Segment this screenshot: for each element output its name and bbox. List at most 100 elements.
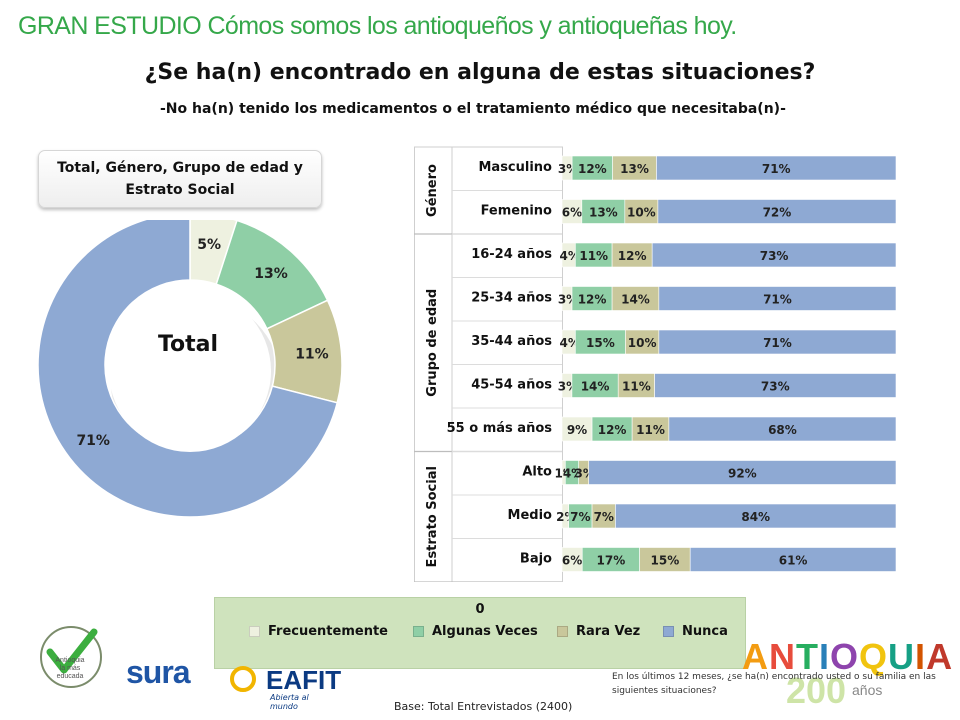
bar-segment-algunas-veces <box>571 286 613 311</box>
bar-value-label: 71% <box>762 162 791 176</box>
logo-text: Antioquia <box>55 657 84 664</box>
row-category-label: Medio <box>508 508 553 523</box>
bar-value-label: 92% <box>728 467 757 481</box>
antioquia-200-number: 200 <box>786 670 847 711</box>
legend-swatch <box>249 626 260 637</box>
group-label: Estrato Social <box>425 466 440 567</box>
row-category-label: Bajo <box>520 551 552 566</box>
bar-value-label: 14% <box>621 293 650 307</box>
bar-value-label: 17% <box>597 554 626 568</box>
bar-value-label: 73% <box>761 380 790 394</box>
eafit-logo: EAFIT Abierta al mundo <box>226 662 342 711</box>
eafit-wordmark: EAFIT <box>266 665 342 695</box>
base-note: Base: Total Entrevistados (2400) <box>394 700 573 713</box>
logo-text: la más <box>60 665 81 672</box>
bar-segment-nunca <box>651 242 897 268</box>
bar-value-label: 12% <box>578 162 607 176</box>
bar-segment-rara-vez <box>625 329 660 355</box>
bar-value-label: 7% <box>594 510 614 524</box>
row-category-label: Femenino <box>481 203 552 218</box>
row-category-label: 25-34 años <box>471 290 552 305</box>
bar-segment-algunas-veces <box>575 329 626 355</box>
bar-segment-nunca <box>668 416 897 442</box>
bar-value-label: 10% <box>627 206 656 220</box>
bar-value-label: 13% <box>620 162 649 176</box>
bar-value-label: 6% <box>562 554 582 568</box>
antioquia-letter: I <box>819 636 831 677</box>
legend-item-frecuentemente: Frecuentemente <box>249 624 388 639</box>
group-label: Género <box>425 164 440 217</box>
segment-box-label: Total, Género, Grupo de edad y Estrato S… <box>57 160 303 198</box>
bar-value-label: 73% <box>760 249 789 263</box>
bar-value-label: 11% <box>622 380 651 394</box>
bar-value-label: 6% <box>562 206 582 220</box>
donut-value-label: 13% <box>254 266 288 282</box>
antioquia-letter: T <box>796 636 819 677</box>
bar-value-label: 4% <box>559 249 579 263</box>
page-subtitle: -No ha(n) tenido los medicamentos o el t… <box>160 101 786 117</box>
donut-value-label: 71% <box>76 433 110 449</box>
eafit-tagline: Abierta al mundo <box>270 693 309 711</box>
bar-value-label: 15% <box>651 554 680 568</box>
antioquia-letter: N <box>769 636 796 677</box>
row-category-label: 45-54 años <box>471 377 552 392</box>
study-banner-title: GRAN ESTUDIO Cómos somos los antioqueños… <box>18 12 737 40</box>
donut-value-label: 5% <box>197 237 221 253</box>
bar-value-label: 72% <box>763 206 792 220</box>
chart-legend: 0 Frecuentemente Algunas Veces Rara Vez … <box>214 597 746 669</box>
segment-box: Total, Género, Grupo de edad y Estrato S… <box>38 150 322 208</box>
antioquia-200-logo: ANTIOQUIA <box>742 636 953 678</box>
total-donut-chart: 5% 13% 11% 71% Total <box>37 220 343 518</box>
bar-value-label: 11% <box>579 249 608 263</box>
bar-value-label: 68% <box>768 423 797 437</box>
row-category-label: Masculino <box>478 160 552 175</box>
bar-value-label: 12% <box>578 293 607 307</box>
row-category-label: 55 o más años <box>447 421 553 436</box>
bar-segment-nunca <box>588 460 897 485</box>
antioquia-letter: O <box>830 636 860 677</box>
bar-value-label: 9% <box>567 423 587 437</box>
legend-swatch <box>557 626 568 637</box>
segment-stacked-bar-chart: Género Grupo de edad Estrato Social Masculi… <box>414 146 897 582</box>
bar-value-label: 4% <box>563 467 583 481</box>
bar-value-label: 71% <box>763 336 792 350</box>
bar-value-label: 15% <box>586 336 615 350</box>
row-category-label: Alto <box>522 464 552 479</box>
legend-label: Frecuentemente <box>268 624 388 639</box>
bar-segment-algunas-veces <box>575 242 613 268</box>
legend-label: Nunca <box>682 624 728 639</box>
legend-item-nunca: Nunca <box>663 624 728 639</box>
bar-segment-rara-vez <box>639 547 691 572</box>
bar-value-label: 14% <box>581 380 610 394</box>
antioquia-letter: I <box>915 636 927 677</box>
legend-label: Rara Vez <box>576 624 641 639</box>
bar-value-label: 13% <box>589 206 618 220</box>
antioquia-educada-logo: Antioquia la más educada <box>40 626 102 688</box>
bar-value-label: 4% <box>559 336 579 350</box>
bar-segment-nunca <box>615 503 897 529</box>
antioquia-letter: A <box>742 636 769 677</box>
bar-value-label: 10% <box>628 336 657 350</box>
group-label: Grupo de edad <box>425 289 440 397</box>
legend-label: Algunas Veces <box>432 624 538 639</box>
question-footnote: En los últimos 12 meses, ¿se ha(n) encon… <box>612 672 936 696</box>
legend-item-algunas-veces: Algunas Veces <box>413 624 538 639</box>
bar-segment-nunca <box>654 373 897 398</box>
bar-segment-nunca <box>689 547 897 572</box>
bar-value-label: 84% <box>741 510 770 524</box>
bar-segment-nunca <box>658 329 897 355</box>
donut-hole <box>109 290 271 452</box>
bar-value-label: 12% <box>618 249 647 263</box>
bar-value-label: 11% <box>636 423 665 437</box>
antioquia-200-anos: años <box>852 682 883 698</box>
bar-value-label: 61% <box>779 554 808 568</box>
eafit-gear-icon <box>230 666 256 692</box>
bar-segment-nunca <box>658 286 897 311</box>
antioquia-letter: U <box>888 636 916 677</box>
legend-swatch <box>663 626 674 637</box>
bar-segment-nunca <box>656 155 897 181</box>
row-category-label: 35-44 años <box>471 334 552 349</box>
antioquia-letter: A <box>926 636 954 677</box>
donut-value-label: 11% <box>295 346 329 362</box>
legend-swatch <box>413 626 424 637</box>
